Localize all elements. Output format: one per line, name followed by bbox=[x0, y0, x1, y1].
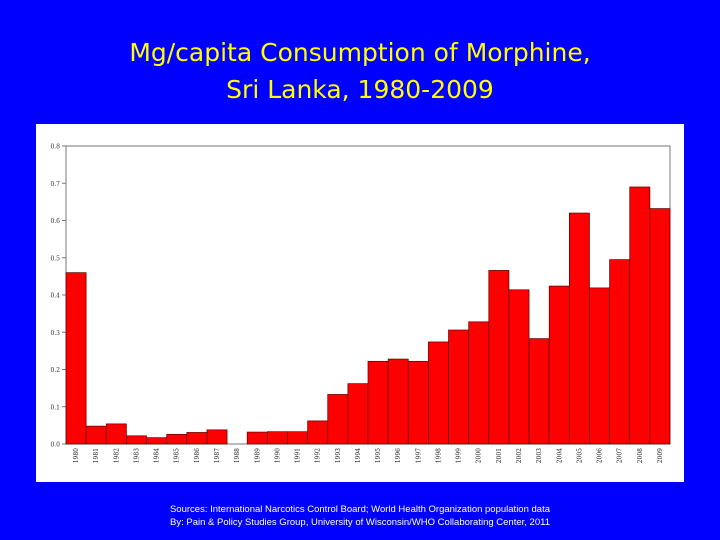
bar bbox=[448, 329, 470, 445]
bar bbox=[367, 360, 389, 445]
x-tick-label: 1980 bbox=[73, 448, 80, 463]
y-tick-label: 0.6 bbox=[50, 218, 60, 225]
y-tick-label: 0.2 bbox=[50, 367, 60, 374]
bar bbox=[65, 272, 87, 445]
x-tick-label: 1982 bbox=[113, 448, 120, 463]
sources-line-2: By: Pain & Policy Studies Group, Univers… bbox=[170, 517, 550, 528]
bar bbox=[548, 285, 570, 445]
x-tick-label: 2006 bbox=[597, 448, 604, 463]
slide-title-line-1: Mg/capita Consumption of Morphine, bbox=[129, 38, 591, 67]
bar-chart: 0.0 0.1 0.2 0.3 0.4 0.5 0.6 0.7 0.8 1980 1981 1982 1… bbox=[50, 144, 671, 463]
x-tick-label: 1993 bbox=[335, 448, 342, 463]
bar bbox=[327, 394, 349, 445]
slide-title: Mg/capita Consumption of Morphine, Sri L… bbox=[0, 34, 720, 108]
x-tick-label: 1995 bbox=[375, 448, 382, 463]
x-tick-label: 2005 bbox=[576, 448, 583, 463]
bar bbox=[126, 435, 147, 445]
y-tick-label: 0.5 bbox=[50, 255, 60, 262]
x-tick-label: 1985 bbox=[174, 448, 181, 463]
x-tick-label: 1996 bbox=[395, 448, 402, 463]
y-tick-label: 0.7 bbox=[50, 181, 60, 188]
y-tick-label: 0.1 bbox=[50, 404, 60, 411]
bar bbox=[307, 420, 329, 445]
x-tick-label: 2007 bbox=[617, 448, 624, 463]
slide-title-line-2: Sri Lanka, 1980-2009 bbox=[226, 75, 494, 104]
bar bbox=[649, 208, 671, 445]
bar bbox=[508, 289, 530, 445]
bar bbox=[206, 429, 228, 445]
bar bbox=[488, 270, 510, 445]
bar bbox=[85, 425, 107, 445]
x-tick-label: 1999 bbox=[456, 448, 463, 463]
bar bbox=[166, 433, 188, 445]
x-tick-label: 1983 bbox=[133, 448, 140, 463]
bar bbox=[287, 431, 308, 445]
x-tick-label: 1981 bbox=[93, 448, 100, 463]
x-tick-label: 1994 bbox=[355, 448, 362, 463]
bar bbox=[568, 212, 590, 445]
y-tick-label: 0.4 bbox=[50, 293, 60, 300]
x-tick-label: 2002 bbox=[516, 448, 523, 463]
bar bbox=[246, 431, 268, 445]
bar bbox=[528, 338, 550, 445]
sources-footnote: Sources: International Narcotics Control… bbox=[0, 503, 720, 529]
x-tick-label: 2009 bbox=[657, 448, 664, 463]
sources-line-1: Sources: International Narcotics Control… bbox=[169, 504, 551, 515]
bar bbox=[387, 358, 409, 445]
bar bbox=[629, 186, 651, 445]
bar bbox=[347, 383, 369, 445]
x-tick-label: 1992 bbox=[315, 448, 322, 463]
x-tick-label: 2004 bbox=[556, 448, 563, 463]
x-tick-label: 2008 bbox=[637, 448, 644, 463]
chart-panel: 0.0 0.1 0.2 0.3 0.4 0.5 0.6 0.7 0.8 1980 1981 1982 1… bbox=[36, 124, 684, 482]
x-tick-label: 1990 bbox=[274, 448, 281, 463]
x-tick-label: 1987 bbox=[214, 448, 221, 463]
x-tick-label: 1986 bbox=[194, 448, 201, 463]
bar bbox=[609, 259, 631, 445]
x-tick-label: 1989 bbox=[254, 448, 261, 463]
x-tick-label: 1998 bbox=[435, 448, 442, 463]
y-tick-label: 0.3 bbox=[50, 330, 60, 337]
x-tick-label: 1984 bbox=[154, 448, 161, 463]
x-tick-label: 1991 bbox=[295, 448, 302, 463]
y-tick-label: 0.8 bbox=[50, 144, 60, 151]
bar bbox=[146, 437, 168, 445]
y-tick-label: 0.0 bbox=[50, 442, 60, 449]
bar bbox=[407, 360, 429, 445]
x-tick-label: 2003 bbox=[536, 448, 543, 463]
x-tick-label: 1997 bbox=[415, 448, 422, 463]
bar bbox=[186, 432, 208, 445]
x-tick-label: 1988 bbox=[234, 448, 241, 463]
bar bbox=[468, 321, 490, 445]
bar bbox=[105, 423, 127, 445]
bar bbox=[428, 341, 449, 445]
bar bbox=[266, 431, 288, 445]
x-tick-label: 2000 bbox=[476, 448, 483, 463]
bar bbox=[589, 287, 610, 445]
x-tick-label: 2001 bbox=[496, 448, 503, 463]
